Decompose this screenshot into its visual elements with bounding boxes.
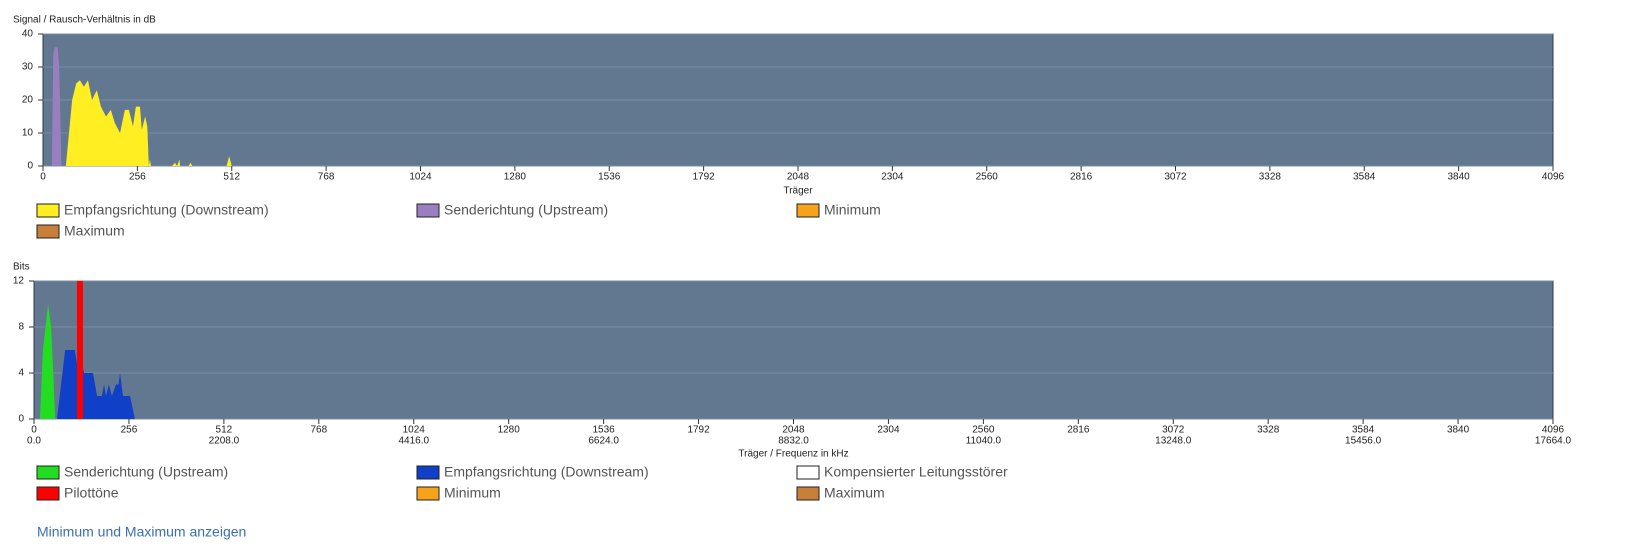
x-tick-label: 512 <box>223 172 240 183</box>
legend-swatch <box>416 486 440 501</box>
legend-label: Pilottöne <box>64 485 119 501</box>
x-tick-label: 0 <box>31 425 37 436</box>
legend-swatch <box>416 203 440 218</box>
x-tick-label: 1280 <box>504 172 527 183</box>
legend-swatch <box>796 486 820 501</box>
y-tick-label: 40 <box>22 29 34 40</box>
legend-swatch <box>416 465 440 480</box>
x-tick-label: 768 <box>318 172 335 183</box>
x-tick-label: 3584 <box>1353 172 1376 183</box>
x-tick-label: 3840 <box>1447 425 1470 436</box>
x-tick-label: 1024 <box>409 172 432 183</box>
show-min-max-link[interactable]: Minimum und Maximum anzeigen <box>37 524 246 540</box>
legend-swatch <box>36 465 60 480</box>
x-tick-label: 3328 <box>1259 172 1282 183</box>
x2-tick-label: 6624.0 <box>588 436 619 447</box>
x-tick-label: 2048 <box>787 172 810 183</box>
y-tick-label: 20 <box>22 95 34 106</box>
legend-label: Kompensierter Leitungsstörer <box>824 464 1008 480</box>
x-tick-label: 2816 <box>1070 172 1093 183</box>
x2-tick-label: 2208.0 <box>209 436 240 447</box>
legend-label: Minimum <box>824 202 881 218</box>
x-tick-label: 2304 <box>877 425 900 436</box>
x-tick-label: 2304 <box>881 172 904 183</box>
y-tick-label: 10 <box>22 128 34 139</box>
legend-label: Empfangsrichtung (Downstream) <box>444 464 649 480</box>
series-area <box>51 47 62 167</box>
series-area <box>56 350 135 419</box>
y-tick-label: 0 <box>18 414 24 425</box>
legend-label: Maximum <box>824 485 885 501</box>
legend-swatch <box>796 465 820 480</box>
x-axis-title: Träger / Frequenz in kHz <box>738 449 848 460</box>
x-tick-label: 3072 <box>1164 172 1187 183</box>
x-tick-label: 2048 <box>782 425 805 436</box>
x2-tick-label: 4416.0 <box>398 436 429 447</box>
y-axis-title: Signal / Rausch-Verhältnis in dB <box>13 15 156 26</box>
x-tick-label: 2816 <box>1067 425 1090 436</box>
x-tick-label: 256 <box>121 425 138 436</box>
x-tick-label: 3840 <box>1448 172 1471 183</box>
pilot-tone-bar <box>76 281 83 419</box>
x-tick-label: 768 <box>310 425 327 436</box>
x-tick-label: 2560 <box>976 172 999 183</box>
legend-swatch <box>36 224 60 239</box>
series-area <box>65 80 232 166</box>
legend-swatch <box>36 486 60 501</box>
x-tick-label: 3328 <box>1257 425 1280 436</box>
legend-label: Senderichtung (Upstream) <box>64 464 228 480</box>
x-tick-label: 512 <box>216 425 233 436</box>
x-tick-label: 2560 <box>972 425 995 436</box>
plot-area <box>33 280 1554 420</box>
x-tick-label: 1280 <box>498 425 521 436</box>
y-tick-label: 12 <box>13 276 25 287</box>
legend-label: Empfangsrichtung (Downstream) <box>64 202 269 218</box>
y-axis-title: Bits <box>13 262 30 273</box>
y-tick-label: 4 <box>18 368 24 379</box>
x2-tick-label: 13248.0 <box>1155 436 1192 447</box>
y-tick-label: 8 <box>18 322 24 333</box>
legend-label: Minimum <box>444 485 501 501</box>
x-tick-label: 1792 <box>693 172 716 183</box>
legend-label: Maximum <box>64 223 125 239</box>
legend-swatch <box>36 203 60 218</box>
x-tick-label: 1536 <box>593 425 616 436</box>
x2-tick-label: 15456.0 <box>1345 436 1382 447</box>
legend-label: Senderichtung (Upstream) <box>444 202 608 218</box>
x2-tick-label: 17664.0 <box>1535 436 1572 447</box>
legend-swatch <box>796 203 820 218</box>
series-area <box>39 304 56 419</box>
x-tick-label: 1536 <box>598 172 621 183</box>
x-tick-label: 1024 <box>403 425 426 436</box>
y-tick-label: 30 <box>22 62 34 73</box>
x2-tick-label: 11040.0 <box>966 436 1002 447</box>
x-tick-label: 256 <box>129 172 146 183</box>
x-tick-label: 3584 <box>1352 425 1375 436</box>
x2-tick-label: 0.0 <box>27 436 41 447</box>
y-tick-label: 0 <box>27 161 33 172</box>
x-tick-label: 0 <box>40 172 46 183</box>
x-tick-label: 4096 <box>1542 172 1565 183</box>
x-tick-label: 1792 <box>687 425 710 436</box>
x2-tick-label: 8832.0 <box>778 436 809 447</box>
x-axis-title: Träger <box>783 186 813 197</box>
x-tick-label: 4096 <box>1542 425 1565 436</box>
x-tick-label: 3072 <box>1162 425 1185 436</box>
